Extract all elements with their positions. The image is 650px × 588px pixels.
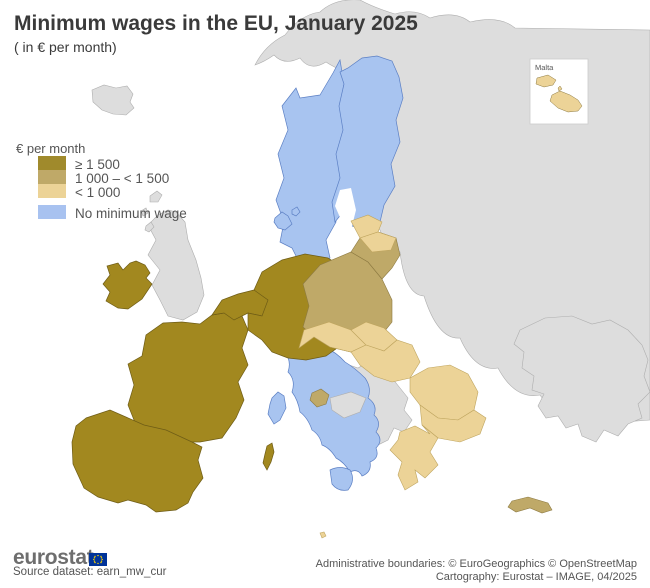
svg-text:Malta: Malta — [535, 63, 554, 72]
